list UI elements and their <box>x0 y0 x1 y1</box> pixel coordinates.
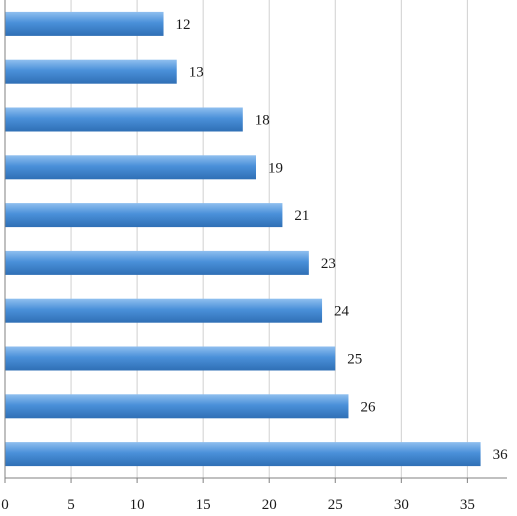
data-label: 18 <box>255 113 270 129</box>
x-tick-label: 15 <box>196 497 211 513</box>
data-label: 12 <box>176 17 191 33</box>
bar <box>5 203 283 228</box>
bar <box>5 59 177 84</box>
bar <box>5 250 309 275</box>
bar <box>5 107 243 132</box>
data-label: 23 <box>321 256 336 272</box>
x-tick-label: 25 <box>328 497 343 513</box>
x-axis: 0 5 10 15 20 25 30 35 <box>1 0 507 513</box>
bar <box>5 346 336 371</box>
bar <box>5 11 164 36</box>
x-tick-label: 20 <box>262 497 277 513</box>
data-labels: 12 13 18 19 21 23 24 25 26 36 <box>176 17 509 463</box>
x-tick-label: 10 <box>130 497 145 513</box>
x-tick-label: 35 <box>460 497 475 513</box>
bar <box>5 394 349 419</box>
data-label: 13 <box>189 65 204 81</box>
bar <box>5 155 256 180</box>
bar <box>5 298 323 323</box>
data-label: 25 <box>347 352 362 368</box>
bars <box>5 11 481 467</box>
x-tick-label: 5 <box>67 497 75 513</box>
data-label: 19 <box>268 160 283 176</box>
data-label: 26 <box>360 399 376 415</box>
data-label: 21 <box>294 208 309 224</box>
x-tick-label: 0 <box>1 497 9 513</box>
data-label: 24 <box>334 304 350 320</box>
x-tick-label: 30 <box>394 497 409 513</box>
data-label: 36 <box>493 447 509 463</box>
bar <box>5 442 481 467</box>
